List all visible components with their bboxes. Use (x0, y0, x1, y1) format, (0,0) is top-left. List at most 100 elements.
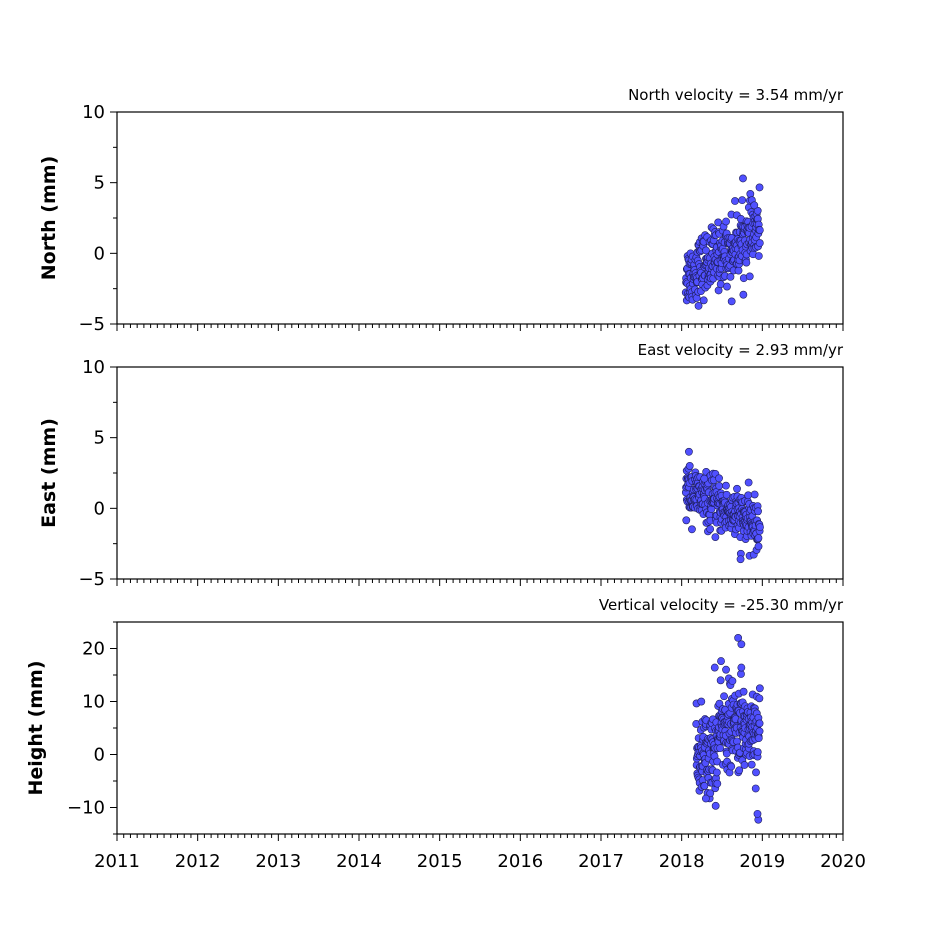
north-data-point (714, 218, 723, 227)
north-y-axis-label: North (mm) (38, 156, 60, 281)
north-data-point (754, 252, 763, 260)
height-y-tick-label: 0 (94, 745, 105, 766)
x-tick-label: 2012 (175, 851, 221, 872)
east-data-point (711, 533, 720, 541)
height-data-point (720, 692, 728, 701)
height-y-tick-label: 10 (82, 692, 105, 713)
x-tick-label: 2018 (659, 851, 705, 872)
north-data-point (755, 226, 764, 234)
north-y-tick-label: 0 (94, 243, 105, 264)
x-tick-label: 2015 (417, 851, 463, 872)
east-data-point (685, 462, 694, 470)
height-y-tick-label: 20 (82, 639, 105, 660)
east-data-point (754, 534, 763, 542)
north-data-point (702, 246, 710, 255)
x-tick-label: 2020 (820, 851, 866, 872)
east-data-point (744, 491, 753, 500)
height-data-point (734, 634, 743, 642)
north-y-tick-label: 5 (94, 173, 105, 194)
x-tick-label: 2019 (739, 851, 785, 872)
height-data-point (737, 670, 745, 678)
north-data-point (699, 296, 708, 305)
east-y-tick-label: −5 (78, 569, 105, 590)
height-y-axis-label: Height (mm) (25, 660, 47, 795)
east-data-point (744, 478, 753, 487)
height-data-point (755, 694, 764, 703)
x-tick-label: 2014 (336, 851, 382, 872)
height-data-point (739, 687, 748, 696)
height-data-point (716, 676, 725, 685)
east-panel: East velocity = 2.93 mm/yr East (mm) −5 0 5 1… (38, 341, 844, 590)
height-data-point (755, 719, 764, 728)
east-data-point (700, 474, 709, 483)
east-data-point (685, 447, 693, 456)
east-y-tick-label: 10 (82, 357, 105, 378)
east-data-point (715, 474, 723, 483)
north-velocity-title: North velocity = 3.54 mm/yr (628, 86, 844, 104)
east-y-tick-label: 0 (94, 498, 105, 519)
north-panel: North velocity = 3.54 mm/yr North (mm) −5 0… (38, 86, 844, 335)
north-data-point (722, 217, 730, 226)
height-data-point (713, 779, 722, 788)
north-data-point (753, 206, 762, 215)
north-data-point (694, 301, 703, 310)
east-axes-frame (116, 366, 844, 580)
height-data-point (716, 744, 725, 753)
east-data-point (750, 490, 759, 499)
north-data-point (734, 266, 743, 275)
north-data-point (738, 196, 747, 205)
east-data-point (756, 523, 764, 532)
height-data-point (737, 663, 746, 672)
height-panel: Vertical velocity = -25.30 mm/yr Height (… (25, 596, 866, 872)
east-data-point (754, 507, 762, 516)
height-y-tick-label: −10 (67, 798, 105, 819)
x-tick-label: 2016 (497, 851, 543, 872)
north-data-point (750, 201, 759, 210)
height-data-point (717, 657, 725, 665)
height-data-point (737, 640, 746, 649)
east-velocity-title: East velocity = 2.93 mm/yr (638, 341, 844, 359)
height-velocity-title: Vertical velocity = -25.30 mm/yr (599, 596, 844, 614)
north-data-point (723, 282, 731, 291)
height-data-point (755, 727, 764, 736)
north-data-point (739, 290, 748, 299)
north-data-point (726, 272, 735, 281)
height-data-point (753, 748, 762, 756)
east-data-point (706, 525, 715, 533)
height-data-point (711, 801, 720, 810)
height-data-point (740, 761, 749, 769)
east-y-axis-label: East (mm) (38, 418, 60, 528)
north-data-point (755, 239, 764, 247)
height-data-point (697, 697, 706, 706)
north-data-point (731, 197, 739, 205)
x-tick-label: 2011 (94, 851, 140, 872)
height-data-point (712, 768, 721, 777)
east-data-point (688, 525, 696, 534)
east-data-point (733, 484, 741, 493)
north-data-point (745, 272, 754, 281)
x-tick-label: 2013 (255, 851, 301, 872)
height-data-point (754, 734, 763, 743)
east-data-point (754, 542, 763, 551)
north-data-point (755, 183, 764, 192)
north-y-tick-label: 10 (82, 102, 105, 123)
height-data-point (722, 665, 730, 674)
height-data-point (700, 782, 709, 790)
east-data-point (722, 481, 730, 490)
height-data-point (753, 809, 762, 818)
north-y-tick-label: −5 (78, 314, 105, 335)
height-data-point (747, 760, 756, 769)
height-data-point (701, 794, 710, 803)
east-data-point (682, 516, 691, 525)
east-data-point (736, 555, 745, 564)
height-data-point (752, 768, 760, 777)
north-data-point (727, 297, 736, 306)
height-data-point (751, 784, 760, 793)
height-data-point (710, 663, 719, 672)
east-y-tick-label: 5 (94, 428, 105, 449)
height-data-point (728, 677, 737, 685)
height-data-point (727, 762, 736, 771)
height-data-point (755, 684, 764, 693)
height-data-point (706, 789, 715, 798)
